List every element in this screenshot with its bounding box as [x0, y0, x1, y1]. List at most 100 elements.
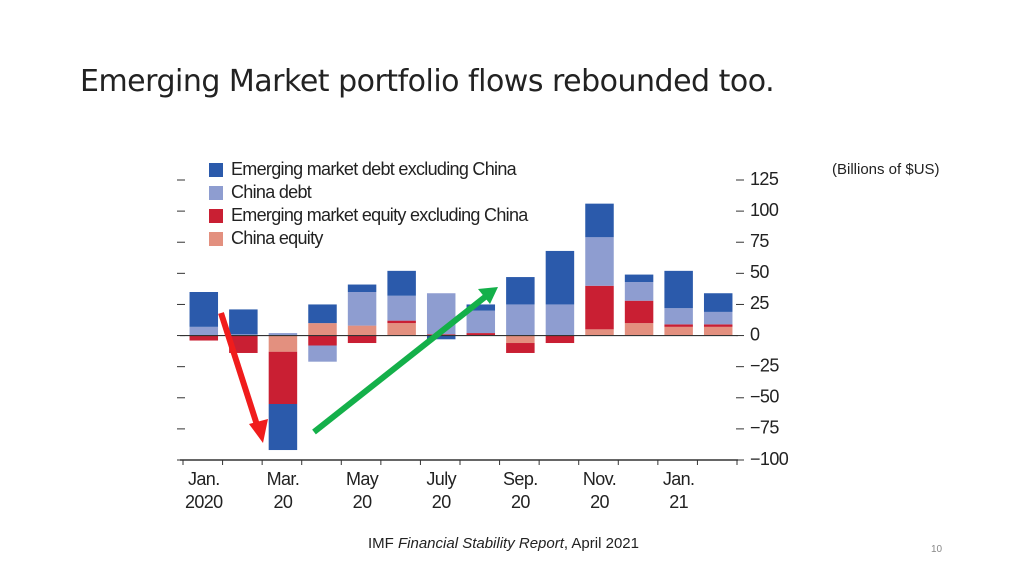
bar-segment	[189, 292, 219, 327]
green-arrow-head	[478, 287, 498, 304]
x-tick-line: 20	[590, 492, 609, 512]
x-tick-line: Nov.	[583, 469, 616, 489]
x-tick-label: Jan. 21	[663, 469, 695, 512]
bar-segment	[268, 333, 298, 336]
bar-segment	[585, 203, 614, 238]
legend-swatch	[209, 209, 223, 223]
bar-segment	[506, 304, 535, 336]
slide-title: Emerging Market portfolio flows rebounde…	[80, 64, 775, 99]
bar-segment	[506, 277, 535, 305]
legend-swatch	[209, 232, 223, 246]
bar-segment	[308, 345, 337, 362]
bar-segment	[308, 335, 337, 346]
x-tick-label: May 20	[346, 469, 379, 512]
bar-segment	[347, 325, 377, 336]
bar-segment	[703, 326, 733, 336]
x-tick-label: July 20	[426, 469, 456, 512]
bar-segment	[664, 308, 693, 325]
y-tick-label: −50	[750, 387, 779, 407]
bar-segment	[387, 295, 416, 321]
x-tick-line: May	[346, 469, 379, 489]
bar-segment	[703, 324, 733, 327]
bar-segment	[268, 335, 298, 352]
bar-segment	[506, 335, 535, 344]
y-tick-label: 25	[750, 293, 769, 313]
legend-swatch	[209, 186, 223, 200]
y-tick-label: 75	[750, 231, 769, 251]
bar-segment	[387, 323, 416, 336]
bar-segment	[585, 329, 614, 336]
x-tick-line: 20	[511, 492, 530, 512]
bar-segment	[545, 335, 575, 344]
bar-segment	[229, 334, 258, 336]
legend-label: Emerging market equity excluding China	[231, 205, 529, 225]
bar-segment	[624, 323, 654, 336]
bar-segment	[268, 404, 298, 451]
bar-segment	[466, 333, 496, 336]
x-tick-label: Jan. 2020	[185, 469, 223, 512]
y-tick-label: −25	[750, 355, 779, 375]
x-tick-line: 2020	[185, 492, 223, 512]
x-tick-line: July	[426, 469, 456, 489]
legend-label: Emerging market debt excluding China	[231, 159, 518, 179]
bar-segment	[664, 270, 693, 309]
source: IMF Financial Stability Report, April 20…	[368, 535, 639, 552]
bar-segment	[466, 304, 496, 311]
x-tick-line: 20	[432, 492, 451, 512]
bar-segment	[308, 323, 337, 336]
x-tick-line: Sep.	[503, 469, 538, 489]
bar-segment	[545, 250, 575, 305]
page-number: 10	[931, 544, 943, 555]
bar-segment	[426, 335, 456, 340]
x-tick-line: 21	[669, 492, 688, 512]
y-tick-label: −100	[750, 449, 789, 469]
bar-segment	[347, 292, 377, 326]
y-tick-label: 0	[750, 324, 760, 344]
y-tick-label: −75	[750, 418, 779, 438]
bar-segment	[664, 326, 693, 336]
bar-segment	[268, 351, 298, 404]
bar-segment	[506, 343, 535, 353]
y-tick-label: 50	[750, 262, 769, 282]
bar-segment	[229, 335, 258, 353]
bar-segment	[624, 300, 654, 324]
x-tick-line: Mar.	[267, 469, 300, 489]
bar-segment	[229, 309, 258, 335]
bar-segment	[189, 335, 219, 341]
bar-segment	[664, 324, 693, 327]
legend-swatch	[209, 163, 223, 177]
source-italic: Financial Stability Report	[398, 535, 564, 552]
bar-segment	[545, 304, 575, 336]
legend-label: China debt	[231, 182, 312, 202]
bar-segment	[466, 310, 496, 334]
y-tick-label: 125	[750, 169, 779, 189]
bar-segment	[387, 320, 416, 324]
x-tick-label: Nov. 20	[583, 469, 616, 512]
x-tick-label: Mar. 20	[267, 469, 300, 512]
bar-segment	[308, 304, 337, 324]
x-tick-line: 20	[274, 492, 293, 512]
green-arrow	[312, 294, 487, 435]
bar-segment	[585, 237, 614, 286]
bar-segment	[624, 282, 654, 301]
bar-segment	[624, 274, 654, 283]
red-arrow	[218, 312, 261, 429]
x-tick-line: 20	[353, 492, 372, 512]
bar-segment	[189, 326, 219, 336]
x-tick-label: Sep. 20	[503, 469, 538, 512]
red-arrow-head	[249, 419, 268, 443]
bar-segment	[703, 311, 733, 325]
bar-segment	[585, 285, 614, 330]
bar-segment	[347, 284, 377, 292]
source-suffix: , April 2021	[563, 535, 639, 552]
unit-label: (Billions of $US)	[832, 161, 940, 178]
x-tick-line: Jan.	[188, 469, 220, 489]
source-prefix: IMF	[368, 535, 394, 552]
bar-segment	[387, 270, 416, 296]
x-tick-line: Jan.	[663, 469, 695, 489]
legend-label: China equity	[231, 228, 323, 248]
bar-segment	[703, 293, 733, 312]
bar-segment	[347, 335, 377, 344]
